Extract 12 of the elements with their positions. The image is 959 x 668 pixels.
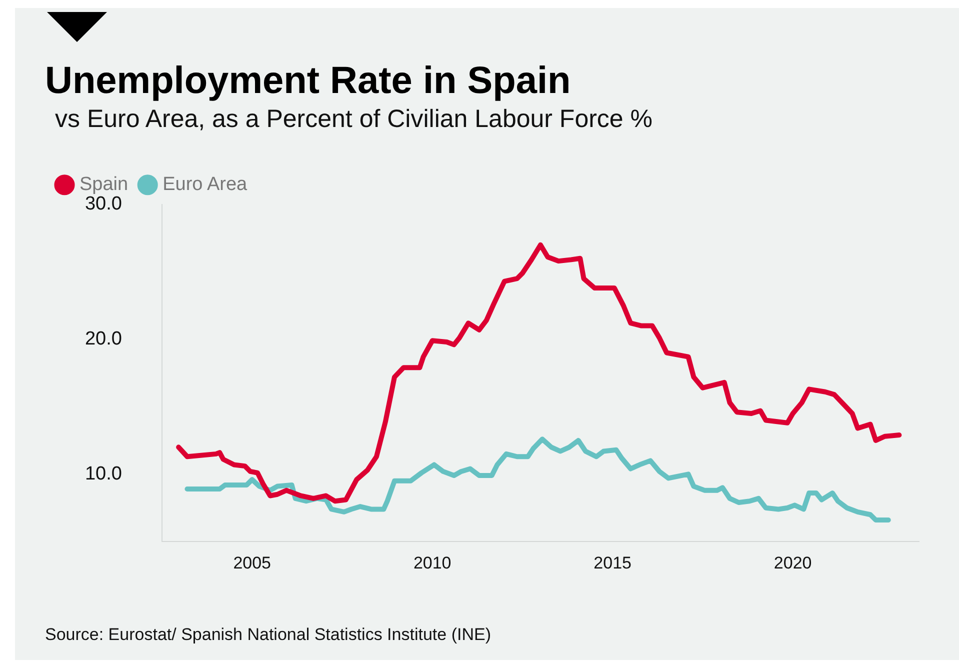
x-tick-label: 2015 [594,553,632,572]
x-tick-label: 2005 [233,553,272,572]
y-tick-label: 20.0 [84,328,122,350]
x-tick-label: 2010 [413,553,452,572]
chart-title: Unemployment Rate in Spain [45,60,571,103]
source-note: Source: Eurostat/ Spanish National Statistics Institute (INE) [45,625,491,645]
y-tick-label: 30.0 [84,194,122,215]
y-tick-label: 10.0 [84,463,122,484]
x-tick-label: 2020 [774,553,812,572]
legend-label: Spain [80,174,128,196]
legend-label: Euro Area [162,174,248,196]
chart-subtitle: vs Euro Area, as a Percent of Civilian Labour Force % [55,105,653,134]
